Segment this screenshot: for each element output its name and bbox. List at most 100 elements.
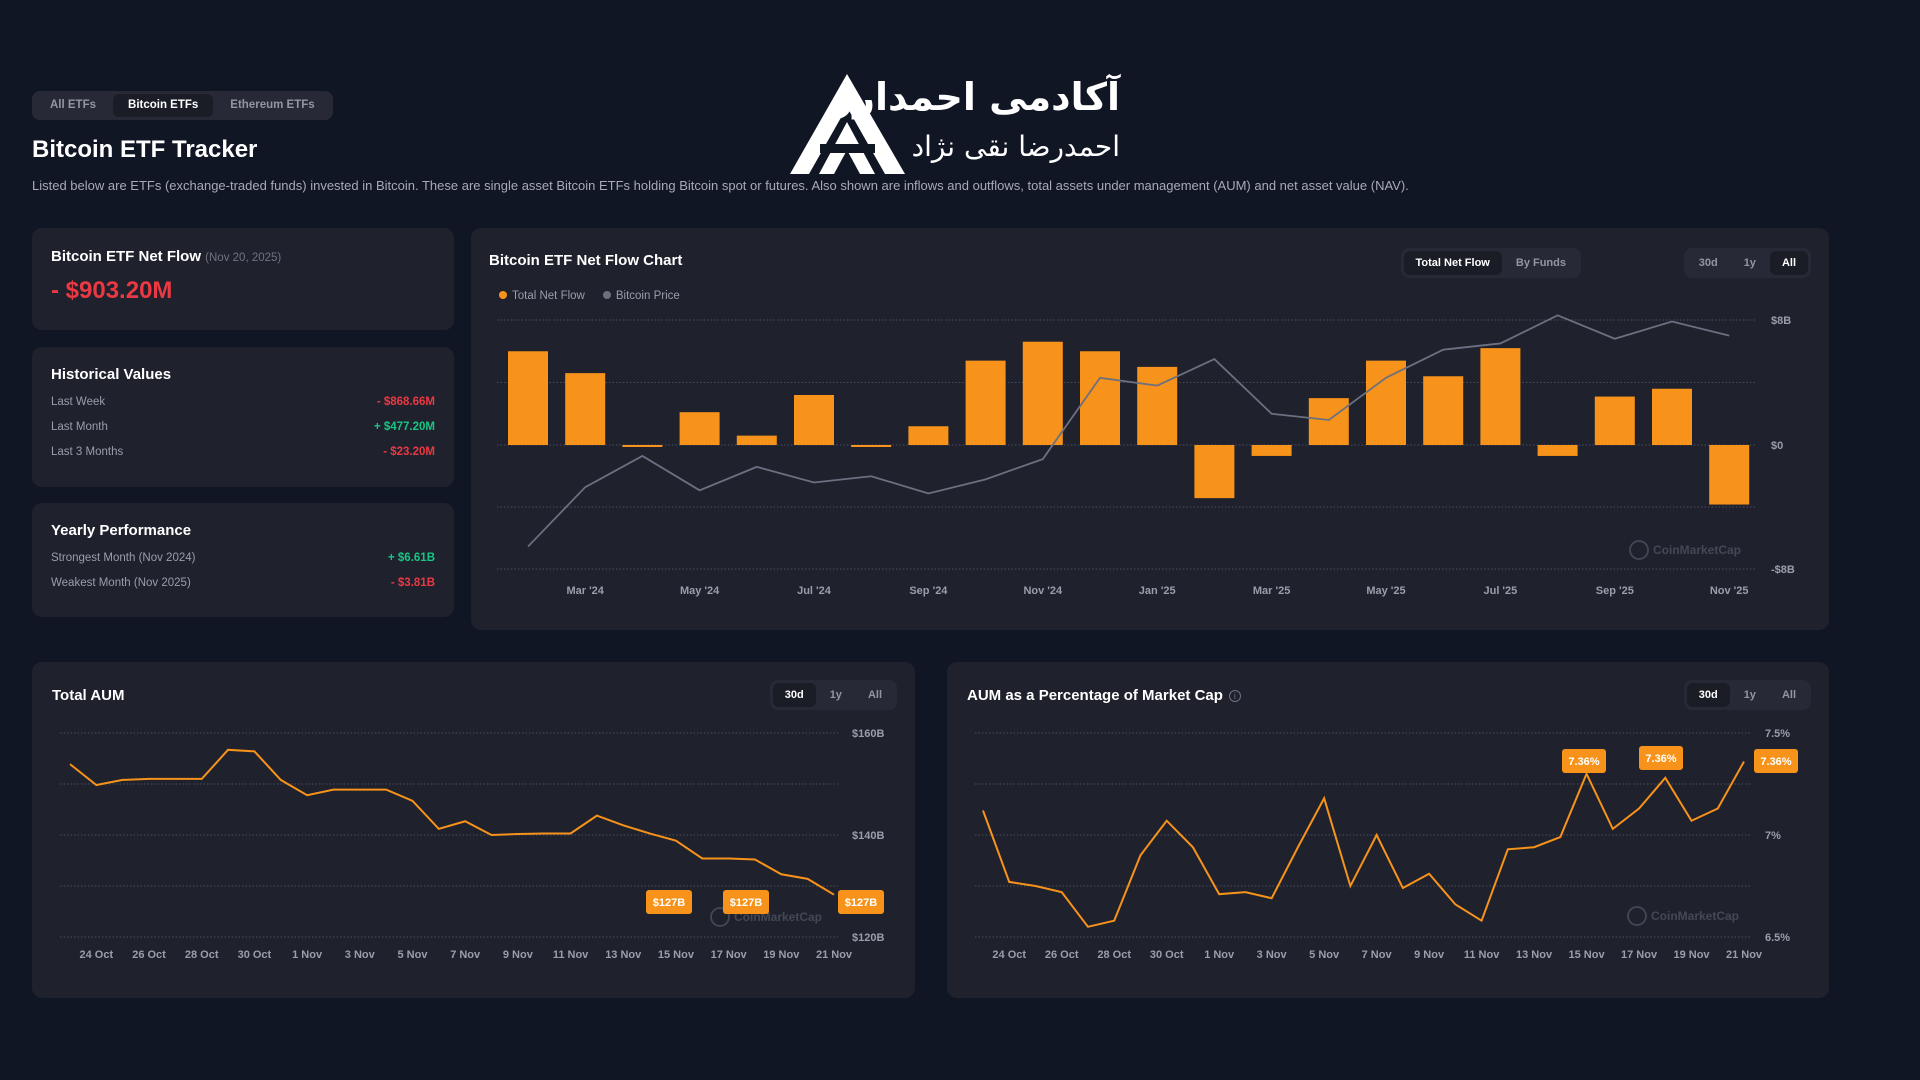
x-axis-tick: 26 Oct [132, 949, 166, 961]
y-axis-tick: $8B [1771, 315, 1791, 327]
yearly-performance-card: Yearly Performance Strongest Month (Nov … [32, 503, 454, 617]
range-all[interactable]: All [867, 689, 882, 701]
x-axis-tick: 1 Nov [1204, 949, 1235, 961]
range-30d[interactable]: 30d [1698, 257, 1718, 269]
logo-line-1: آکادمی احمدارز [831, 75, 1120, 119]
chart-legend: Total Net Flow Bitcoin Price [499, 290, 680, 302]
x-axis-tick: 19 Nov [1673, 949, 1710, 961]
range-30d[interactable]: 30d [1686, 683, 1730, 707]
net-flow-bar[interactable] [965, 360, 1006, 445]
x-axis-tick: Sep '24 [909, 585, 948, 597]
x-axis-tick: Nov '24 [1023, 585, 1063, 597]
svg-text:7.36%: 7.36% [1760, 756, 1791, 768]
net-flow-bar[interactable] [1537, 445, 1578, 456]
range-all[interactable]: All [1769, 251, 1808, 275]
tab-bitcoin-etfs[interactable]: Bitcoin ETFs [113, 94, 214, 117]
x-axis-tick: 3 Nov [345, 949, 376, 961]
range-all[interactable]: All [1781, 689, 1796, 701]
net-flow-bar[interactable] [1366, 360, 1406, 445]
range-1y[interactable]: 1y [1743, 689, 1756, 701]
net-flow-bar[interactable] [1251, 445, 1292, 456]
value-tooltip-badge: $127B [838, 890, 884, 914]
row-label: Strongest Month (Nov 2024) [51, 552, 196, 564]
x-axis-tick: 24 Oct [992, 949, 1026, 961]
x-axis-tick: 17 Nov [1621, 949, 1658, 961]
x-axis-tick: 26 Oct [1045, 949, 1079, 961]
x-axis-tick: 3 Nov [1257, 949, 1288, 961]
value-tooltip-badge: 7.36% [1639, 746, 1683, 770]
toggle-total-net-flow[interactable]: Total Net Flow [1403, 251, 1502, 275]
net-flow-bar[interactable] [622, 445, 663, 447]
tab-all-etfs[interactable]: All ETFs [50, 99, 97, 111]
net-flow-bar[interactable] [908, 426, 949, 445]
x-axis-tick: Jul '25 [1483, 585, 1517, 597]
legend-item-net-flow[interactable]: Total Net Flow [499, 290, 585, 302]
range-1y[interactable]: 1y [1743, 257, 1756, 269]
net-flow-bar[interactable] [679, 412, 720, 445]
net-flow-bar[interactable] [794, 395, 834, 445]
net-flow-value: - $903.20M [51, 277, 173, 304]
net-flow-bar[interactable] [1709, 445, 1750, 505]
aum-pct-chart-plot[interactable]: 7.5% 7% 6.5% 24 Oct 26 Oct 28 Oct 30 Oct 1 Nov 3… [947, 662, 1829, 998]
row-value: - $868.66M [376, 396, 435, 408]
x-axis-tick: 19 Nov [763, 949, 800, 961]
range-30d[interactable]: 30d [772, 683, 816, 707]
x-axis-tick: 28 Oct [1097, 949, 1131, 961]
net-flow-bar[interactable] [1022, 341, 1063, 445]
aum-pct-market-cap-card: AUM as a Percentage of Market Cap i 30d 1… [947, 662, 1829, 998]
svg-text:$127B: $127B [730, 897, 762, 909]
net-flow-bar[interactable] [508, 351, 548, 445]
svg-text:CoinMarketCap: CoinMarketCap [1653, 543, 1741, 557]
net-flow-bar[interactable] [565, 373, 606, 445]
x-axis-tick: 9 Nov [503, 949, 534, 961]
net-flow-bar[interactable] [1652, 388, 1692, 445]
x-axis-tick: 5 Nov [397, 949, 428, 961]
historical-row: Last Week - $868.66M [51, 396, 435, 408]
row-value: - $3.81B [390, 577, 435, 589]
svg-text:$127B: $127B [845, 897, 877, 909]
range-1y[interactable]: 1y [829, 689, 842, 701]
row-value: - $23.20M [383, 446, 435, 458]
bitcoin-price-line [527, 314, 1730, 548]
x-axis-tick: 11 Nov [1464, 949, 1500, 961]
x-axis-tick: 24 Oct [80, 949, 114, 961]
total-aum-title: Total AUM [52, 687, 125, 704]
net-flow-bar[interactable] [1194, 445, 1235, 499]
x-axis-tick: 15 Nov [658, 949, 695, 961]
page-description: Listed below are ETFs (exchange-traded f… [32, 178, 1409, 193]
toggle-by-funds[interactable]: By Funds [1515, 257, 1566, 269]
x-axis-tick: 28 Oct [185, 949, 219, 961]
logo-a-icon [790, 74, 905, 174]
info-icon[interactable]: i [1228, 690, 1241, 702]
value-tooltip-badge: 7.36% [1562, 749, 1606, 773]
chart-mode-toggle: Total Net Flow By Funds [1400, 248, 1581, 278]
x-axis-tick: 15 Nov [1569, 949, 1606, 961]
legend-item-bitcoin-price[interactable]: Bitcoin Price [602, 290, 680, 302]
aum-pct-title: AUM as a Percentage of Market Cap i [967, 687, 1241, 704]
y-axis-tick: $160B [852, 728, 884, 740]
net-flow-bar[interactable] [1480, 348, 1521, 445]
x-axis-tick: 21 Nov [1726, 949, 1763, 961]
total-aum-card: Total AUM 30d 1y All $160B $140B $120B 24 O… [32, 662, 915, 998]
svg-text:7.36%: 7.36% [1568, 756, 1599, 768]
net-flow-summary-card: Bitcoin ETF Net Flow (Nov 20, 2025) - $9… [32, 228, 454, 330]
yearly-performance-title: Yearly Performance [51, 522, 192, 539]
net-flow-bar[interactable] [736, 435, 777, 445]
x-axis-tick: 7 Nov [450, 949, 481, 961]
x-axis-tick: May '24 [680, 585, 720, 597]
historical-row: Last 3 Months - $23.20M [51, 446, 435, 458]
yearly-row: Strongest Month (Nov 2024) + $6.61B [51, 552, 435, 564]
net-flow-chart-card: Bitcoin ETF Net Flow Chart Total Net Flo… [471, 228, 1829, 630]
net-flow-bar[interactable] [1308, 398, 1349, 445]
net-flow-title: Bitcoin ETF Net Flow (Nov 20, 2025) [51, 248, 435, 265]
x-axis-tick: 30 Oct [238, 949, 272, 961]
academy-watermark-logo: آکادمی احمدارز احمدرضا نقی نژاد [790, 70, 1130, 180]
x-axis-tick: 5 Nov [1309, 949, 1340, 961]
total-aum-chart-plot[interactable]: $160B $140B $120B 24 Oct 26 Oct 28 Oct 30 Oct 1… [32, 662, 915, 998]
net-flow-bar[interactable] [1594, 396, 1635, 445]
net-flow-bar[interactable] [1423, 376, 1464, 445]
net-flow-bar[interactable] [851, 445, 892, 447]
tab-ethereum-etfs[interactable]: Ethereum ETFs [230, 99, 315, 111]
net-flow-chart-plot[interactable]: $8B $0 -$8B Mar '24 May '24 Jul '24 Sep '24 Nov… [471, 228, 1829, 630]
x-axis-tick: Mar '25 [1253, 585, 1290, 597]
